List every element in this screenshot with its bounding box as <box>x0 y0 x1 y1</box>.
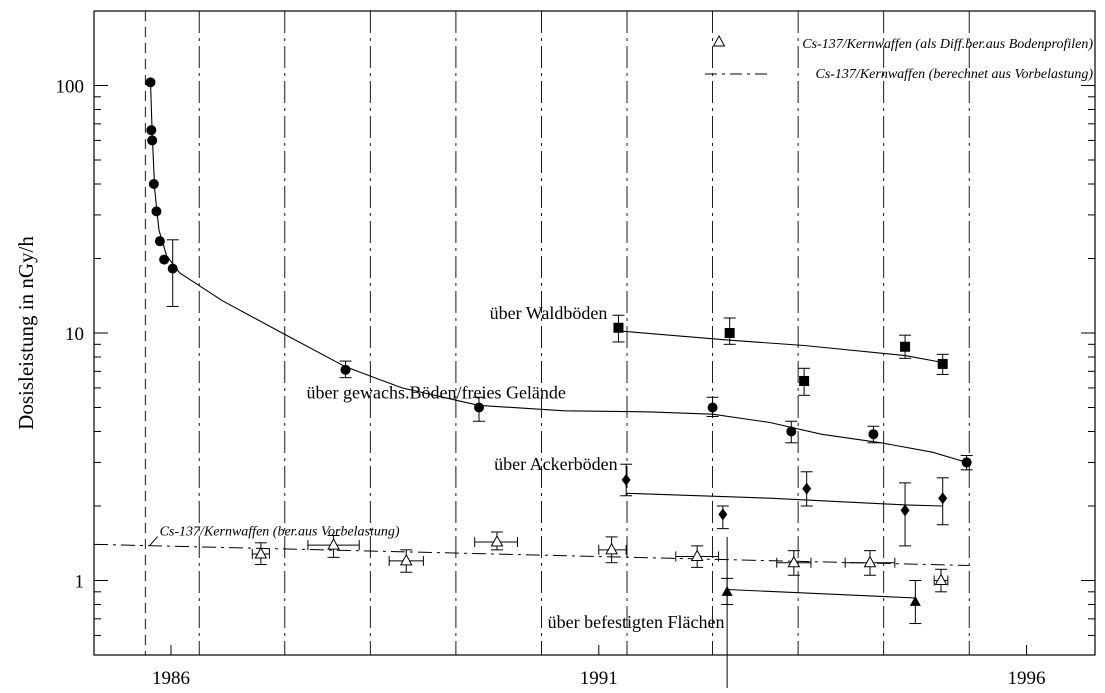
reference-line-label: Cs-137/Kernwaffen (ber.aus Vorbelastung) <box>160 525 400 540</box>
data-point-s0-p9 <box>474 402 484 413</box>
data-point-s0-p3 <box>148 178 159 189</box>
data-point-s4-p6 <box>787 555 801 568</box>
y-tick-label-0: 1 <box>75 571 85 592</box>
data-point-s2-p3 <box>900 504 910 517</box>
annotation-3: über befestigten Flächen <box>548 612 725 632</box>
data-point-s2-p2 <box>802 482 812 495</box>
y-tick-label-1: 10 <box>65 324 84 345</box>
data-point-s0-p12 <box>868 429 879 440</box>
x-tick-label-1: 1991 <box>580 668 618 689</box>
data-point-s4-p7 <box>863 555 877 568</box>
data-point-s2-p4 <box>938 492 948 505</box>
legend-label-1: Cs-137/Kernwaffen (berechnet aus Vorbela… <box>815 67 1093 82</box>
data-point-s3-p1 <box>909 595 921 606</box>
y-axis-label: Dosisleistung in nGy/h <box>14 236 38 430</box>
fit-line-series-3 <box>727 588 916 599</box>
annotation-1: über gewachs.Böden/freies Gelände <box>307 383 566 403</box>
data-point-s0-p10 <box>707 402 718 413</box>
data-point-s4-p1 <box>327 538 340 550</box>
data-point-s0-p2 <box>147 135 158 146</box>
data-point-s0-p1 <box>146 125 157 136</box>
data-point-s1-p4 <box>937 358 948 369</box>
x-tick-label-2: 1996 <box>1008 668 1046 689</box>
data-point-s0-p11 <box>786 426 797 437</box>
data-point-s1-p3 <box>900 341 911 352</box>
legend-marker-0 <box>712 34 726 47</box>
fit-line-series-0 <box>149 82 967 463</box>
data-point-s4-p2 <box>399 553 413 566</box>
data-point-s1-p0 <box>613 322 624 333</box>
data-point-s4-p4 <box>605 542 618 555</box>
reference-line <box>93 543 970 566</box>
data-point-s0-p7 <box>167 263 178 274</box>
data-point-s0-p4 <box>151 206 162 217</box>
reference-label-leader <box>149 536 158 546</box>
data-point-s0-p8 <box>340 364 351 375</box>
data-point-s0-p5 <box>154 236 165 247</box>
data-point-s2-p0 <box>621 473 631 486</box>
data-point-s2-p1 <box>718 508 728 521</box>
fit-line-series-2 <box>626 492 943 507</box>
data-point-s4-p8 <box>934 573 948 585</box>
data-point-s1-p2 <box>799 375 810 386</box>
data-point-s4-p3 <box>490 535 504 547</box>
data-point-s1-p1 <box>724 328 735 338</box>
data-point-s0-p0 <box>145 77 156 88</box>
annotation-2: über Ackerböden <box>494 454 617 474</box>
data-point-s4-p5 <box>690 549 704 562</box>
fit-line-series-1 <box>618 330 943 364</box>
data-point-s0-p6 <box>159 254 170 265</box>
annotation-0: über Waldböden <box>490 303 608 323</box>
data-point-s0-p13 <box>961 457 972 468</box>
plot-frame <box>93 10 1096 656</box>
data-point-s4-p0 <box>254 546 268 559</box>
y-tick-label-2: 100 <box>56 77 85 98</box>
x-tick-label-0: 1986 <box>152 668 190 689</box>
legend-label-0: Cs-137/Kernwaffen (als Diff.ber.aus Bode… <box>802 37 1093 52</box>
